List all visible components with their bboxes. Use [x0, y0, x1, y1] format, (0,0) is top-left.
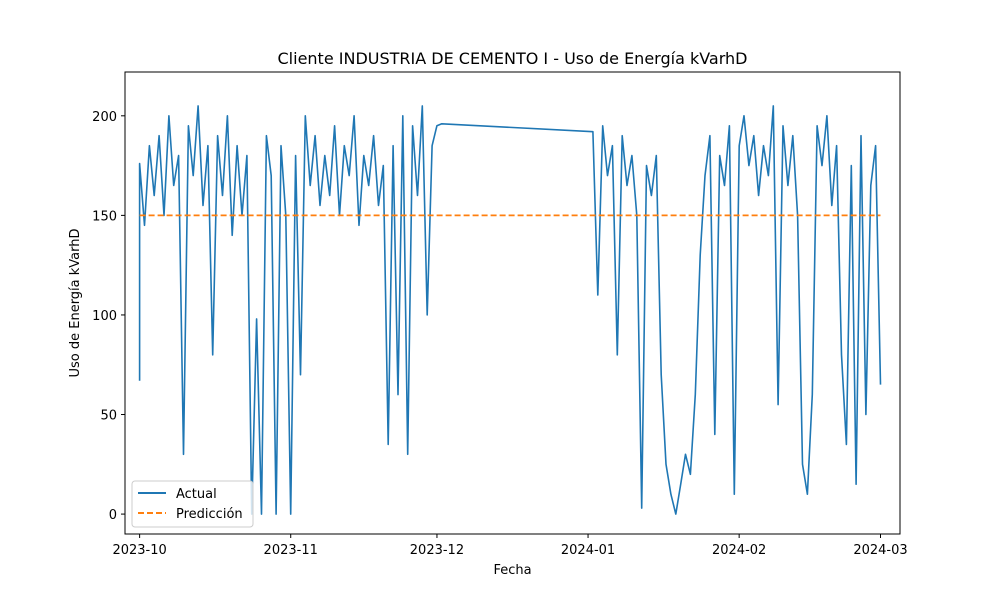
legend: Actual Predicción: [131, 480, 254, 528]
x-axis-label: Fecha: [493, 563, 531, 578]
x-tick-label: 2023-11: [264, 543, 318, 558]
plot-frame: [124, 71, 901, 535]
x-tick-label: 2024-01: [561, 543, 615, 558]
y-tick-label: 0: [109, 508, 117, 523]
x-tick-label: 2024-03: [853, 543, 907, 558]
y-tick-label: 150: [92, 209, 117, 224]
legend-label-prediccion: Predicción: [176, 507, 243, 522]
x-tick-label: 2023-10: [112, 543, 166, 558]
x-tick-label: 2024-02: [712, 543, 766, 558]
chart-title: Cliente INDUSTRIA DE CEMENTO I - Uso de …: [278, 49, 748, 68]
y-axis: 0 50 100 150 200: [92, 110, 125, 523]
y-tick-label: 50: [100, 409, 117, 424]
legend-label-actual: Actual: [176, 487, 217, 502]
y-tick-label: 200: [92, 110, 117, 125]
plot-area: [124, 71, 901, 535]
series-line-actual: [138, 105, 882, 515]
y-axis-label: Uso de Energía kVarhD: [68, 228, 83, 377]
x-axis: 2023-10 2023-11 2023-12 2024-01 2024-02 2024-…: [112, 534, 908, 558]
x-tick-label: 2023-12: [410, 543, 464, 558]
data-marks: [138, 105, 882, 515]
y-tick-label: 100: [92, 309, 117, 324]
